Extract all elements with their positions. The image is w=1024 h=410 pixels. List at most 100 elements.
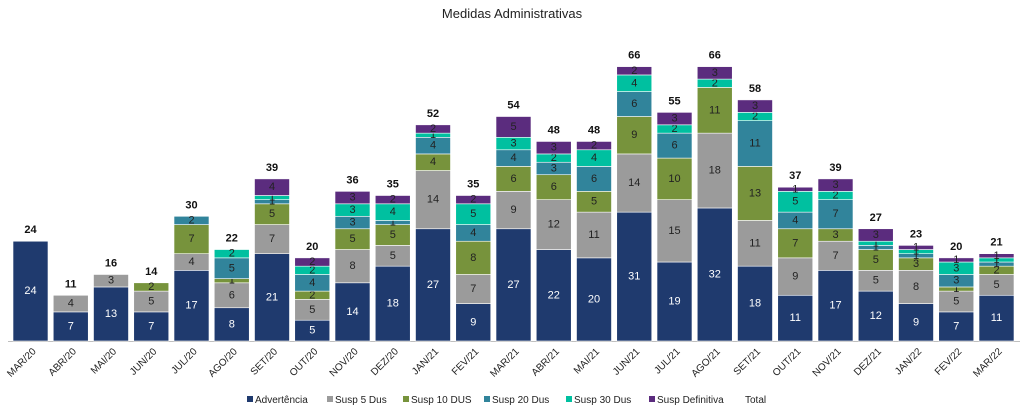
bar-segment (415, 124, 451, 134)
segment-value-label: 3 (349, 192, 355, 204)
category-tick-label: OUT/21 (771, 346, 804, 379)
segment-value-label: 2 (551, 152, 557, 164)
segment-value-label: 13 (749, 187, 761, 199)
total-value-label: 36 (346, 174, 358, 186)
segment-value-label: 2 (148, 281, 154, 293)
category-tick-label: SET/20 (249, 346, 281, 378)
segment-value-label: 4 (390, 206, 396, 218)
segment-value-label: 5 (148, 296, 154, 308)
bar-segment (173, 224, 210, 255)
bar-segment (254, 178, 290, 196)
segment-value-label: 2 (591, 140, 597, 152)
category-tick-label: ABR/21 (530, 346, 562, 378)
segment-value-label: 5 (269, 208, 275, 220)
segment-value-label: 5 (390, 250, 396, 262)
segment-value-label: 6 (551, 181, 557, 193)
segment-value-label: 14 (346, 306, 358, 318)
bar-segment (857, 228, 894, 242)
category-tick-label: AGO/20 (207, 346, 241, 380)
segment-value-label: 5 (229, 262, 235, 274)
segment-value-label: 7 (792, 237, 798, 249)
bar-segment (656, 112, 693, 126)
bar-segment (374, 265, 411, 342)
segment-value-label: 5 (309, 325, 315, 337)
segment-value-label: 2 (712, 77, 718, 89)
bar-segment (616, 116, 653, 155)
bar-segment (415, 228, 451, 342)
bar-segment (455, 240, 492, 275)
legend-label: Total (745, 395, 766, 406)
segment-value-label: 11 (991, 312, 1002, 324)
total-value-label: 39 (829, 162, 841, 174)
total-value-label: 24 (24, 224, 37, 236)
segment-value-label: 7 (953, 320, 959, 332)
legend-swatch (484, 396, 490, 402)
segment-value-label: 4 (631, 77, 637, 89)
segment-value-label: 1 (792, 183, 798, 195)
bar-segment (817, 270, 854, 342)
bar-segment (857, 290, 894, 342)
bar-segment (52, 294, 89, 313)
segment-value-label: 1 (229, 275, 235, 287)
segment-value-label: 4 (430, 156, 436, 168)
segment-value-label: 5 (792, 196, 798, 208)
category-tick-label: MAR/22 (971, 346, 1005, 380)
segment-value-label: 5 (349, 233, 355, 245)
bar-segment (656, 199, 693, 263)
segment-value-label: 1 (913, 250, 919, 262)
segment-value-label: 7 (148, 320, 154, 332)
bar-segment (817, 199, 854, 230)
bar-segment (213, 249, 250, 259)
segment-value-label: 12 (870, 310, 882, 322)
segment-value-label: 9 (792, 271, 798, 283)
segment-value-label: 10 (668, 173, 680, 185)
total-value-label: 52 (427, 108, 439, 120)
bar-segment (898, 245, 934, 250)
segment-value-label: 6 (671, 140, 677, 152)
segment-value-label: 9 (510, 204, 516, 216)
segment-value-label: 27 (507, 279, 519, 291)
segment-value-label: 5 (873, 275, 879, 287)
bar-segment (213, 307, 250, 342)
segment-value-label: 1 (913, 241, 919, 253)
bar-segment (938, 311, 975, 342)
segment-value-label: 15 (668, 225, 680, 237)
segment-value-label: 7 (269, 233, 275, 245)
segment-value-label: 3 (671, 113, 677, 125)
segment-value-label: 5 (309, 304, 315, 316)
segment-value-label: 5 (993, 279, 999, 291)
bar-segment (334, 249, 371, 284)
segment-value-label: 5 (953, 296, 959, 308)
segment-value-label: 2 (631, 65, 637, 77)
bar-segment (495, 116, 532, 138)
total-value-label: 14 (145, 266, 158, 278)
bar-segment (616, 211, 653, 342)
total-value-label: 37 (789, 170, 801, 182)
legend-label: Susp 5 Dus (335, 395, 387, 406)
segment-value-label: 19 (668, 296, 680, 308)
total-value-label: 54 (507, 100, 520, 112)
segment-value-label: 3 (832, 179, 838, 191)
category-tick-label: JAN/21 (410, 346, 441, 377)
bar-segment (737, 166, 773, 221)
bar-segment (616, 66, 653, 76)
legend-swatch (566, 396, 572, 402)
bar-segment (696, 66, 733, 80)
segment-value-label: 14 (628, 177, 640, 189)
legend-swatch (327, 396, 333, 402)
segment-value-label: 24 (24, 285, 36, 297)
total-value-label: 11 (65, 278, 77, 290)
segment-value-label: 9 (913, 316, 919, 328)
segment-value-label: 18 (387, 298, 399, 310)
segment-value-label: 7 (188, 233, 194, 245)
category-tick-label: DEZ/21 (852, 346, 884, 378)
segment-value-label: 8 (349, 260, 355, 272)
total-value-label: 35 (467, 179, 479, 191)
segment-value-label: 2 (752, 111, 758, 123)
bar-segment (576, 257, 612, 342)
segment-value-label: 2 (309, 289, 315, 301)
segment-value-label: 3 (551, 162, 557, 174)
segment-value-label: 18 (749, 298, 761, 310)
segment-value-label: 1 (953, 283, 959, 295)
total-value-label: 66 (628, 50, 640, 62)
